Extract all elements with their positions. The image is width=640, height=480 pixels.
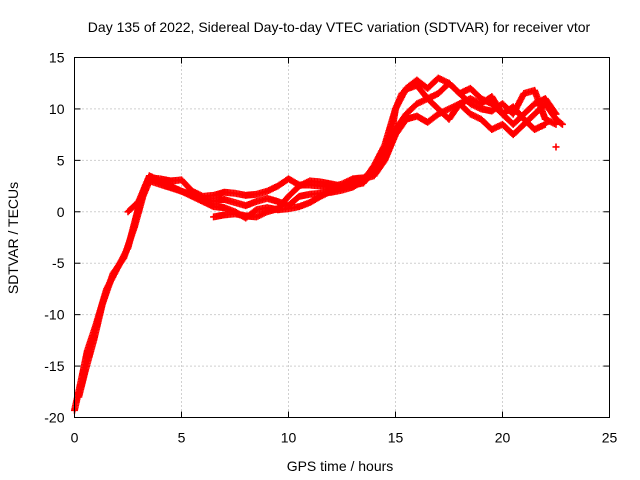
- chart-title: Day 135 of 2022, Sidereal Day-to-day VTE…: [88, 19, 591, 35]
- x-tick-label: 10: [281, 430, 297, 446]
- y-tick-label: -10: [44, 307, 64, 323]
- x-tick-label: 20: [495, 430, 511, 446]
- x-axis-label: GPS time / hours: [287, 458, 394, 474]
- y-axis-label: SDTVAR / TECUs: [5, 182, 21, 294]
- data-point: [551, 109, 559, 117]
- data-point: [541, 120, 549, 128]
- y-tick-label: 10: [49, 101, 65, 117]
- x-tick-label: 25: [602, 430, 618, 446]
- y-tick-label: -15: [44, 358, 64, 374]
- y-tick-label: -20: [44, 410, 64, 426]
- data-point: [557, 119, 565, 127]
- series-track-4: [210, 93, 560, 221]
- data-points: [71, 74, 566, 414]
- series-isolated-point: [552, 143, 560, 151]
- plot-frame: [74, 57, 610, 418]
- y-tick-label: 0: [57, 204, 65, 220]
- x-tick-label: 15: [388, 430, 404, 446]
- x-tick-label: 5: [178, 430, 186, 446]
- data-point: [552, 143, 560, 151]
- y-tick-labels: -20 -15 -10 -5 0 5 10 15: [44, 50, 64, 426]
- data-point: [552, 110, 560, 118]
- x-tick-label: 0: [71, 430, 79, 446]
- data-point: [558, 120, 566, 128]
- y-tick-label: 15: [49, 50, 65, 66]
- y-tick-label: 5: [57, 152, 65, 168]
- y-tick-label: -5: [52, 255, 65, 271]
- x-tick-labels: 0 5 10 15 20 25: [71, 430, 618, 446]
